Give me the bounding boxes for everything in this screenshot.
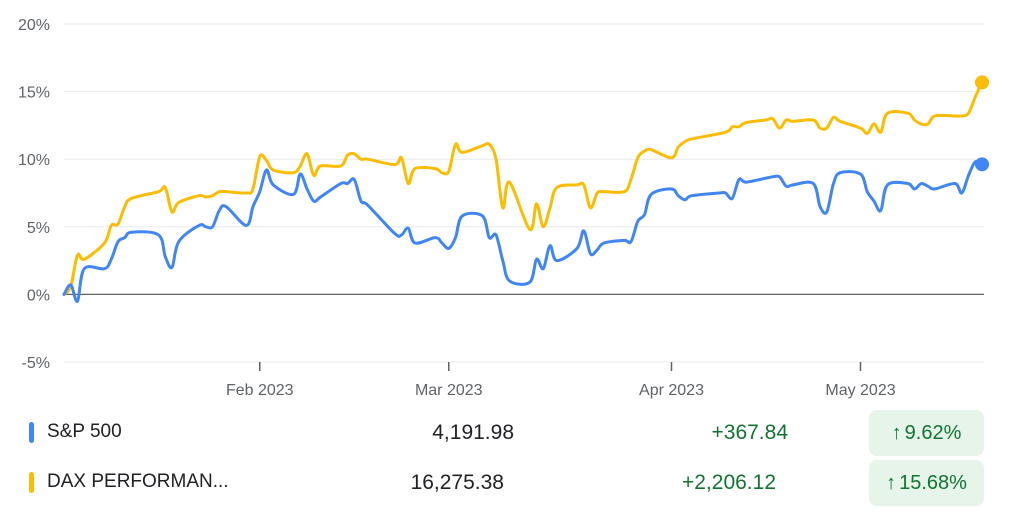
arrow-up-icon: ↑ [886, 472, 897, 494]
percent-change-badge: ↑ 15.68% [869, 460, 984, 506]
y-tick-label: 0% [27, 287, 50, 304]
x-tick-label: Apr 2023 [639, 382, 704, 399]
series-end-marker-dax-performance-index [975, 75, 989, 90]
series-line-dax-performance-index[interactable] [62, 80, 984, 296]
legend-row-sp500[interactable]: S&P 500 4,191.98 +367.84 ↑ 9.62% [0, 410, 1024, 456]
legend-series-name: S&P 500 [47, 421, 122, 442]
series-lines[interactable] [62, 75, 989, 303]
legend-change: +367.84 [711, 421, 789, 444]
percent-change-value: 15.68% [899, 471, 967, 494]
legend-price: 4,191.98 [432, 421, 514, 444]
gridlines [64, 23, 984, 363]
series-end-marker-s-p-500 [975, 157, 989, 172]
chart: -5% 0% 5% 10% 15% 20% Feb 2023 Mar 2023 Apr 202… [18, 17, 989, 399]
percent-change-value: 9.62% [904, 421, 962, 444]
series-color-swatch [29, 422, 34, 443]
percent-change-badge: ↑ 9.62% [869, 410, 984, 456]
y-tick-label: -5% [22, 355, 50, 372]
x-tick-label: May 2023 [825, 382, 895, 399]
legend-change: +2,206.12 [681, 471, 776, 494]
legend-price: 16,275.38 [410, 471, 504, 494]
legend-row-dax[interactable]: DAX PERFORMAN... 16,275.38 +2,206.12 ↑ 1… [0, 460, 1024, 506]
y-axis: -5% 0% 5% 10% 15% 20% [18, 17, 50, 372]
arrow-up-icon: ↑ [891, 422, 902, 444]
series-color-swatch [29, 472, 34, 493]
x-axis: Feb 2023 Mar 2023 Apr 2023 May 2023 [226, 362, 896, 399]
y-tick-label: 10% [18, 152, 50, 169]
y-tick-label: 15% [18, 85, 50, 102]
legend-series-name: DAX PERFORMAN... [47, 471, 229, 492]
x-tick-label: Feb 2023 [226, 382, 294, 399]
y-tick-label: 5% [27, 220, 50, 237]
x-tick-label: Mar 2023 [415, 382, 483, 399]
series-line-s-p-500[interactable] [62, 159, 984, 303]
y-tick-label: 20% [18, 17, 50, 34]
